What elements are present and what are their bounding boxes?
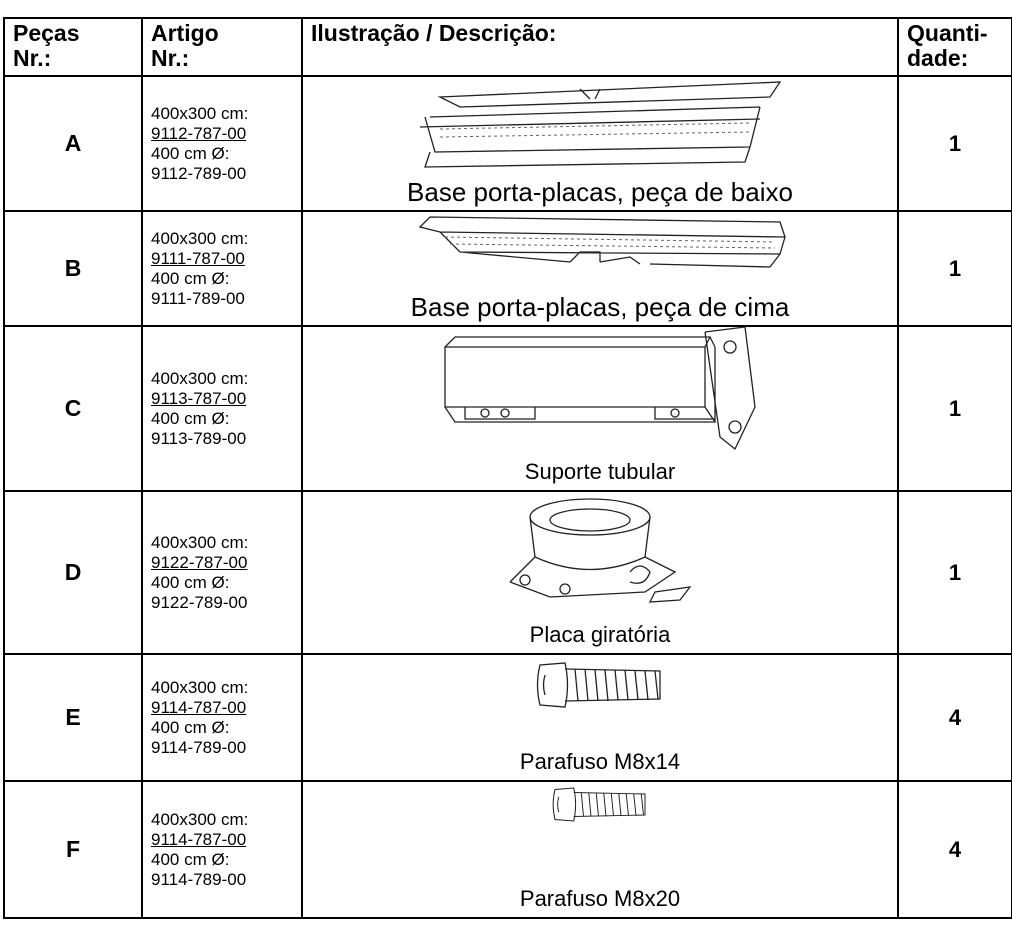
illustration-cell: Suporte tubular bbox=[301, 325, 899, 492]
quantity: 1 bbox=[897, 75, 1012, 212]
article-cell: 400x300 cm: 9113-787-00 400 cm Ø: 9113-789-… bbox=[141, 325, 303, 492]
article-line: 400 cm Ø: bbox=[151, 849, 230, 869]
header-row: Peças Nr.: Artigo Nr.: Ilustração / Descriçã… bbox=[3, 17, 1012, 77]
article-line: 9113-787-00 bbox=[151, 388, 247, 408]
illustration-box: Base porta-placas, peça de baixo bbox=[303, 77, 897, 210]
description: Base porta-placas, peça de cima bbox=[410, 292, 790, 322]
part-letter: E bbox=[3, 653, 143, 782]
header-text: Peças bbox=[13, 20, 80, 46]
description: Parafuso M8x14 bbox=[519, 749, 681, 774]
table-row: C 400x300 cm: 9113-787-00 400 cm Ø: 9113-789… bbox=[3, 325, 1012, 492]
header-text: Nr.: bbox=[13, 45, 52, 71]
part-letter: D bbox=[3, 490, 143, 655]
illustration bbox=[400, 212, 800, 277]
description: Base porta-placas, peça de baixo bbox=[407, 177, 793, 207]
article-line: 9114-787-00 bbox=[151, 697, 247, 717]
article-line: 9122-787-00 bbox=[151, 552, 248, 572]
quantity: 4 bbox=[897, 653, 1012, 782]
article-line: 9111-789-00 bbox=[151, 288, 245, 308]
part-letter: B bbox=[3, 210, 143, 327]
part-letter: F bbox=[3, 780, 143, 919]
article-line: 9112-789-00 bbox=[151, 163, 247, 183]
illustration-cell: Base porta-placas, peça de baixo bbox=[301, 75, 899, 212]
article-cell: 400x300 cm: 9122-787-00 400 cm Ø: 9122-789-… bbox=[141, 490, 303, 655]
illustration bbox=[400, 77, 800, 172]
illustration-cell: Placa giratória bbox=[301, 490, 899, 655]
illustration-cell: Base porta-placas, peça de cima bbox=[301, 210, 899, 327]
article-line: 400 cm Ø: bbox=[151, 572, 230, 592]
header-cell: Ilustração / Descrição: bbox=[301, 17, 899, 77]
table-row: B 400x300 cm: 9111-787-00 400 cm Ø: 9111-789… bbox=[3, 210, 1012, 327]
illustration-box: Parafuso M8x14 bbox=[303, 655, 897, 780]
article-line: 9113-789-00 bbox=[151, 428, 247, 448]
illustration bbox=[435, 327, 765, 452]
illustration-box: Suporte tubular bbox=[303, 327, 897, 490]
header-cell: Artigo Nr.: bbox=[141, 17, 303, 77]
article-line: 400x300 cm: bbox=[151, 532, 249, 552]
article-line: 400x300 cm: bbox=[151, 103, 249, 123]
table-row: F 400x300 cm: 9114-787-00 400 cm Ø: 9114-789… bbox=[3, 780, 1012, 919]
header-cell: Peças Nr.: bbox=[3, 17, 143, 77]
article-cell: 400x300 cm: 9112-787-00 400 cm Ø: 9112-789-… bbox=[141, 75, 303, 212]
header-text: Nr.: bbox=[151, 45, 190, 71]
article-line: 400 cm Ø: bbox=[151, 143, 230, 163]
article-line: 400x300 cm: bbox=[151, 228, 249, 248]
article-line: 9112-787-00 bbox=[151, 123, 247, 143]
illustration bbox=[530, 655, 670, 715]
article-cell: 400x300 cm: 9114-787-00 400 cm Ø: 9114-789-… bbox=[141, 780, 303, 919]
illustration bbox=[505, 492, 695, 607]
description: Placa giratória bbox=[529, 622, 671, 647]
quantity: 1 bbox=[897, 490, 1012, 655]
illustration bbox=[540, 782, 660, 827]
article-line: 400x300 cm: bbox=[151, 677, 249, 697]
table-row: E 400x300 cm: 9114-787-00 400 cm Ø: 9114-789… bbox=[3, 653, 1012, 782]
table-row: D 400x300 cm: 9122-787-00 400 cm Ø: 9122-789… bbox=[3, 490, 1012, 655]
illustration-box: Parafuso M8x20 bbox=[303, 782, 897, 917]
article-line: 400x300 cm: bbox=[151, 368, 249, 388]
parts-table: Peças Nr.: Artigo Nr.: Ilustração / Descriçã… bbox=[3, 17, 1012, 919]
header-text: Ilustração / Descrição: bbox=[311, 20, 557, 46]
article-line: 400x300 cm: bbox=[151, 809, 249, 829]
table-row: A 400x300 cm: 9112-787-00 400 cm Ø: 9112-789… bbox=[3, 75, 1012, 212]
part-letter: C bbox=[3, 325, 143, 492]
header-cell: Quanti-dade: bbox=[897, 17, 1012, 77]
part-letter: A bbox=[3, 75, 143, 212]
quantity: 1 bbox=[897, 325, 1012, 492]
quantity: 1 bbox=[897, 210, 1012, 327]
article-line: 400 cm Ø: bbox=[151, 408, 230, 428]
article-line: 9122-789-00 bbox=[151, 592, 248, 612]
header-text: Artigo bbox=[151, 20, 219, 46]
illustration-box: Placa giratória bbox=[303, 492, 897, 653]
article-cell: 400x300 cm: 9114-787-00 400 cm Ø: 9114-789-… bbox=[141, 653, 303, 782]
article-line: 9111-787-00 bbox=[151, 248, 245, 268]
header-text: dade: bbox=[907, 45, 969, 71]
article-cell: 400x300 cm: 9111-787-00 400 cm Ø: 9111-789-… bbox=[141, 210, 303, 327]
article-line: 9114-789-00 bbox=[151, 869, 247, 889]
illustration-cell: Parafuso M8x14 bbox=[301, 653, 899, 782]
table-body: A 400x300 cm: 9112-787-00 400 cm Ø: 9112-789… bbox=[3, 75, 1012, 919]
article-line: 400 cm Ø: bbox=[151, 717, 230, 737]
illustration-box: Base porta-placas, peça de cima bbox=[303, 212, 897, 325]
illustration-cell: Parafuso M8x20 bbox=[301, 780, 899, 919]
description: Parafuso M8x20 bbox=[519, 886, 681, 911]
quantity: 4 bbox=[897, 780, 1012, 919]
article-line: 400 cm Ø: bbox=[151, 268, 230, 288]
header-text: Quanti- bbox=[907, 20, 988, 46]
description: Suporte tubular bbox=[524, 459, 676, 484]
article-line: 9114-789-00 bbox=[151, 737, 247, 757]
article-line: 9114-787-00 bbox=[151, 829, 247, 849]
